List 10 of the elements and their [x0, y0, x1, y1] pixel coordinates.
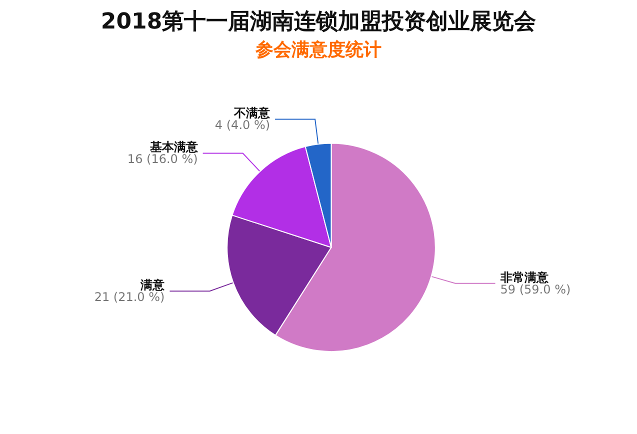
chart-title: 2018第十一届湖南连锁加盟投资创业展览会: [100, 10, 538, 34]
slice-label: 基本满意: [148, 140, 199, 154]
data-label: 21 (21.0 %): [94, 290, 165, 304]
slice-label: 满意: [140, 278, 166, 292]
data-label: 59 (59.0 %): [500, 282, 571, 296]
data-label: 4 (4.0 %): [214, 118, 270, 132]
slice-label: 不满意: [233, 106, 272, 120]
data-label: 16 (16.0 %): [127, 152, 198, 166]
slice-label: 非常满意: [499, 270, 550, 284]
chart-subtitle: 参会满意度统计: [254, 40, 382, 60]
